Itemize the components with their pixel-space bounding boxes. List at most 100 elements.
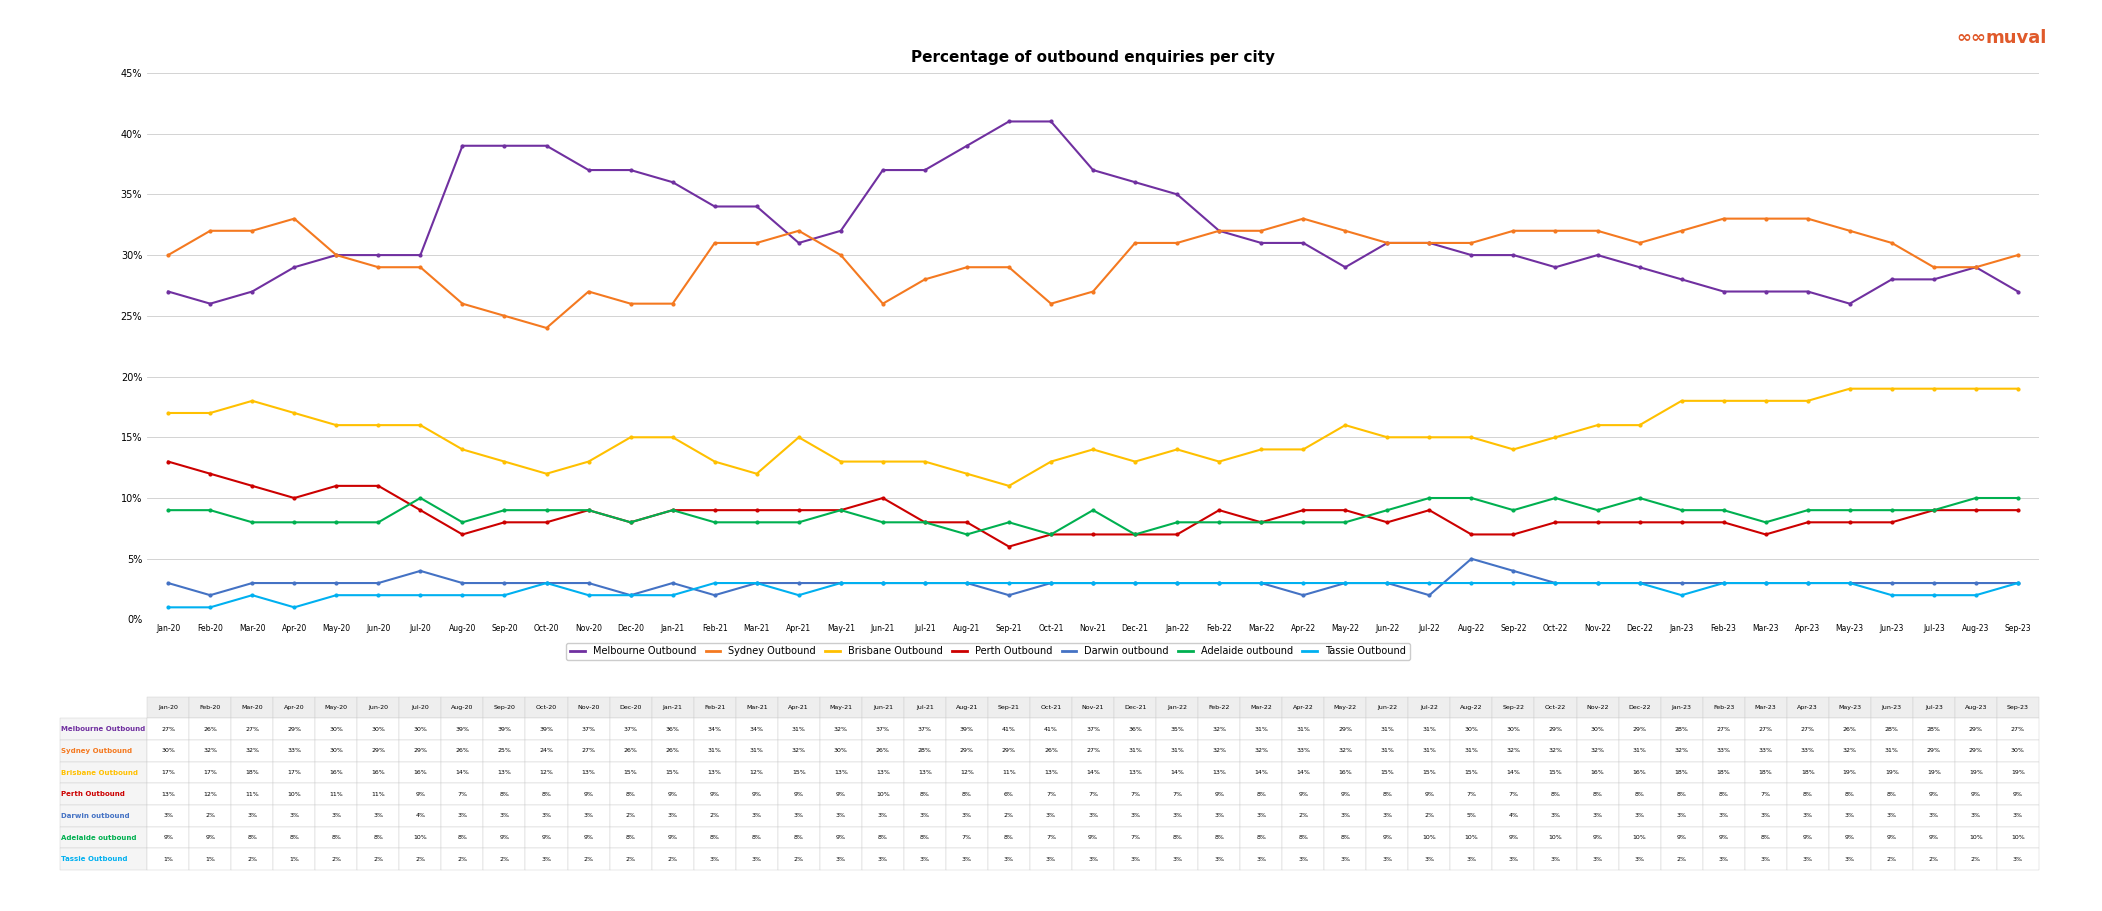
Darwin outbound [618, 589, 643, 600]
Melbourne Outbound [1249, 238, 1274, 249]
Brisbane Outbound [1165, 444, 1190, 455]
Melbourne Outbound [1753, 286, 1778, 297]
Sydney Outbound [1038, 298, 1064, 309]
Darwin outbound [828, 578, 853, 589]
Melbourne Outbound [1585, 250, 1610, 261]
Darwin outbound [954, 578, 980, 589]
Brisbane Outbound [828, 456, 853, 467]
Melbourne Outbound [534, 140, 559, 151]
Sydney Outbound [1333, 225, 1358, 236]
Melbourne Outbound [156, 286, 181, 297]
Darwin outbound [1122, 578, 1148, 589]
Melbourne Outbound [366, 250, 391, 261]
Adelaide outbound [2005, 493, 2031, 504]
Adelaide outbound [1333, 517, 1358, 527]
Darwin outbound [282, 578, 307, 589]
Adelaide outbound [828, 505, 853, 516]
Perth Outbound [156, 456, 181, 467]
Adelaide outbound [576, 505, 601, 516]
Sydney Outbound [198, 225, 223, 236]
Line: Adelaide outbound: Adelaide outbound [166, 496, 2020, 536]
Tassie Outbound [1333, 578, 1358, 589]
Brisbane Outbound [1038, 456, 1064, 467]
Tassie Outbound [1459, 578, 1484, 589]
Sydney Outbound [492, 311, 517, 322]
Tassie Outbound [408, 589, 433, 600]
Tassie Outbound [1753, 578, 1778, 589]
Melbourne Outbound [1375, 238, 1400, 249]
Perth Outbound [744, 505, 769, 516]
Brisbane Outbound [450, 444, 475, 455]
Adelaide outbound [1795, 505, 1820, 516]
Adelaide outbound [870, 517, 895, 527]
Sydney Outbound [1459, 238, 1484, 249]
Melbourne Outbound [996, 116, 1022, 127]
Perth Outbound [408, 505, 433, 516]
Sydney Outbound [1795, 213, 1820, 224]
Perth Outbound [1543, 517, 1568, 527]
Sydney Outbound [1669, 225, 1694, 236]
Perth Outbound [1038, 529, 1064, 540]
Sydney Outbound [1627, 238, 1652, 249]
Adelaide outbound [1038, 529, 1064, 540]
Sydney Outbound [156, 250, 181, 261]
Melbourne Outbound [1291, 238, 1316, 249]
Sydney Outbound [366, 261, 391, 272]
Darwin outbound [324, 578, 349, 589]
Perth Outbound [1669, 517, 1694, 527]
Darwin outbound [1375, 578, 1400, 589]
Sydney Outbound [786, 225, 811, 236]
Brisbane Outbound [954, 468, 980, 479]
Perth Outbound [492, 517, 517, 527]
Brisbane Outbound [744, 468, 769, 479]
Adelaide outbound [240, 517, 265, 527]
Sydney Outbound [744, 238, 769, 249]
Perth Outbound [1501, 529, 1526, 540]
Sydney Outbound [1122, 238, 1148, 249]
Sydney Outbound [1921, 261, 1946, 272]
Brisbane Outbound [156, 407, 181, 418]
Darwin outbound [366, 578, 391, 589]
Melbourne Outbound [1543, 261, 1568, 272]
Sydney Outbound [1711, 213, 1736, 224]
Melbourne Outbound [912, 165, 937, 176]
Adelaide outbound [744, 517, 769, 527]
Tassie Outbound [1249, 578, 1274, 589]
Tassie Outbound [1585, 578, 1610, 589]
Melbourne Outbound [660, 177, 685, 188]
Perth Outbound [324, 480, 349, 491]
Sydney Outbound [1543, 225, 1568, 236]
Melbourne Outbound [1795, 286, 1820, 297]
Darwin outbound [1543, 578, 1568, 589]
Adelaide outbound [534, 505, 559, 516]
Tassie Outbound [912, 578, 937, 589]
Brisbane Outbound [1669, 395, 1694, 406]
Adelaide outbound [408, 493, 433, 504]
Adelaide outbound [912, 517, 937, 527]
Adelaide outbound [618, 517, 643, 527]
Melbourne Outbound [1963, 261, 1988, 272]
Perth Outbound [1375, 517, 1400, 527]
Melbourne Outbound [576, 165, 601, 176]
Adelaide outbound [1122, 529, 1148, 540]
Tassie Outbound [1543, 578, 1568, 589]
Tassie Outbound [198, 602, 223, 613]
Tassie Outbound [450, 589, 475, 600]
Brisbane Outbound [702, 456, 727, 467]
Melbourne Outbound [1207, 225, 1232, 236]
Legend: Melbourne Outbound, Sydney Outbound, Brisbane Outbound, Perth Outbound, Darwin o: Melbourne Outbound, Sydney Outbound, Bri… [565, 642, 1410, 660]
Perth Outbound [618, 517, 643, 527]
Sydney Outbound [282, 213, 307, 224]
Brisbane Outbound [492, 456, 517, 467]
Tassie Outbound [282, 602, 307, 613]
Adelaide outbound [702, 517, 727, 527]
Tassie Outbound [870, 578, 895, 589]
Darwin outbound [1711, 578, 1736, 589]
Text: ∞∞: ∞∞ [1957, 29, 1986, 47]
Perth Outbound [1249, 517, 1274, 527]
Darwin outbound [1333, 578, 1358, 589]
Melbourne Outbound [702, 201, 727, 212]
Melbourne Outbound [1333, 261, 1358, 272]
Sydney Outbound [618, 298, 643, 309]
Brisbane Outbound [240, 395, 265, 406]
